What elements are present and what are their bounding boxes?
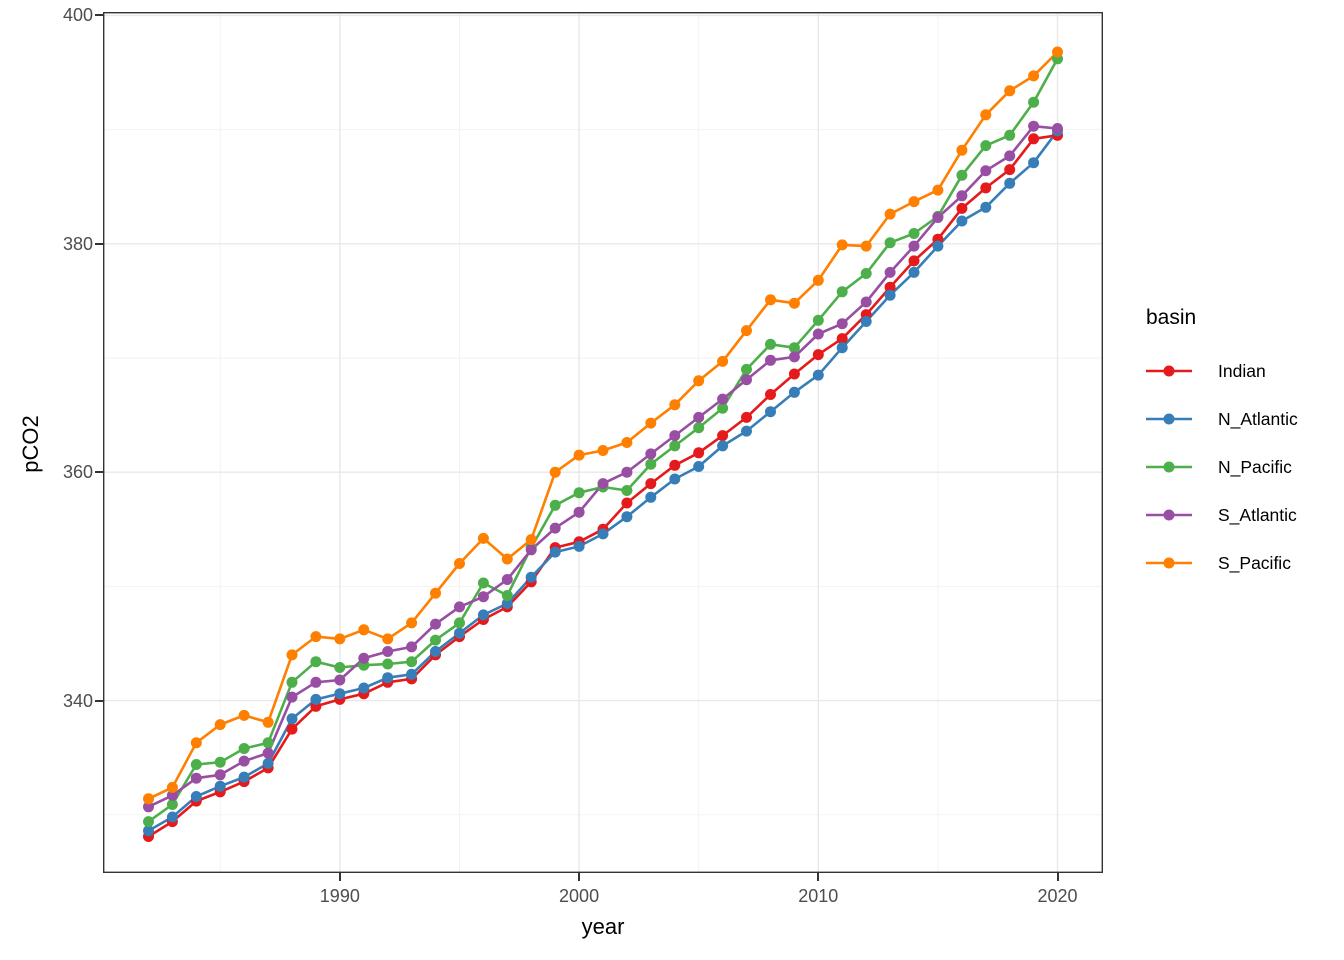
legend-item-s-atlantic: S_Atlantic <box>1146 491 1298 539</box>
legend-title: basin <box>1146 306 1197 329</box>
legend-item-indian: Indian <box>1146 347 1298 395</box>
legend-item-label: S_Atlantic <box>1218 504 1297 525</box>
legend-key-line-point-icon <box>1146 413 1192 425</box>
legend: basin Indian N_Atlantic N_Pacific S_Atla… <box>1146 306 1298 587</box>
legend-item-n-pacific: N_Pacific <box>1146 443 1298 491</box>
y-tick-label: 360 <box>62 462 93 483</box>
x-axis-title: year <box>581 914 625 939</box>
plot-panel <box>102 11 1103 873</box>
legend-item-label: N_Pacific <box>1218 456 1292 477</box>
y-axis-tick <box>95 14 103 17</box>
legend-item-label: N_Atlantic <box>1218 408 1298 429</box>
x-tick-label: 1990 <box>319 886 360 906</box>
x-axis-tick <box>338 873 341 881</box>
y-axis-tick <box>95 471 103 474</box>
y-axis-tick <box>95 242 103 245</box>
legend-key-line-point-icon <box>1146 461 1192 473</box>
y-tick-label: 400 <box>62 5 93 26</box>
legend-key-line-point-icon <box>1146 365 1192 377</box>
x-tick-label: 2020 <box>1037 886 1078 906</box>
y-tick-label: 380 <box>62 233 93 254</box>
plot-area <box>102 11 1103 873</box>
legend-item-s-pacific: S_Pacific <box>1146 539 1298 587</box>
legend-key-line-point-icon <box>1146 509 1192 521</box>
legend-item-n-atlantic: N_Atlantic <box>1146 395 1298 443</box>
legend-item-label: S_Pacific <box>1218 552 1291 573</box>
x-tick-label: 2000 <box>559 886 600 906</box>
legend-key-line-point-icon <box>1146 557 1192 569</box>
legend-item-label: Indian <box>1218 360 1266 381</box>
y-tick-label: 340 <box>62 690 93 711</box>
y-axis-tick <box>95 699 103 702</box>
x-tick-label: 2010 <box>798 886 839 906</box>
x-axis-tick <box>1056 873 1059 881</box>
x-axis-tick <box>817 873 820 881</box>
x-axis-tick <box>578 873 581 881</box>
